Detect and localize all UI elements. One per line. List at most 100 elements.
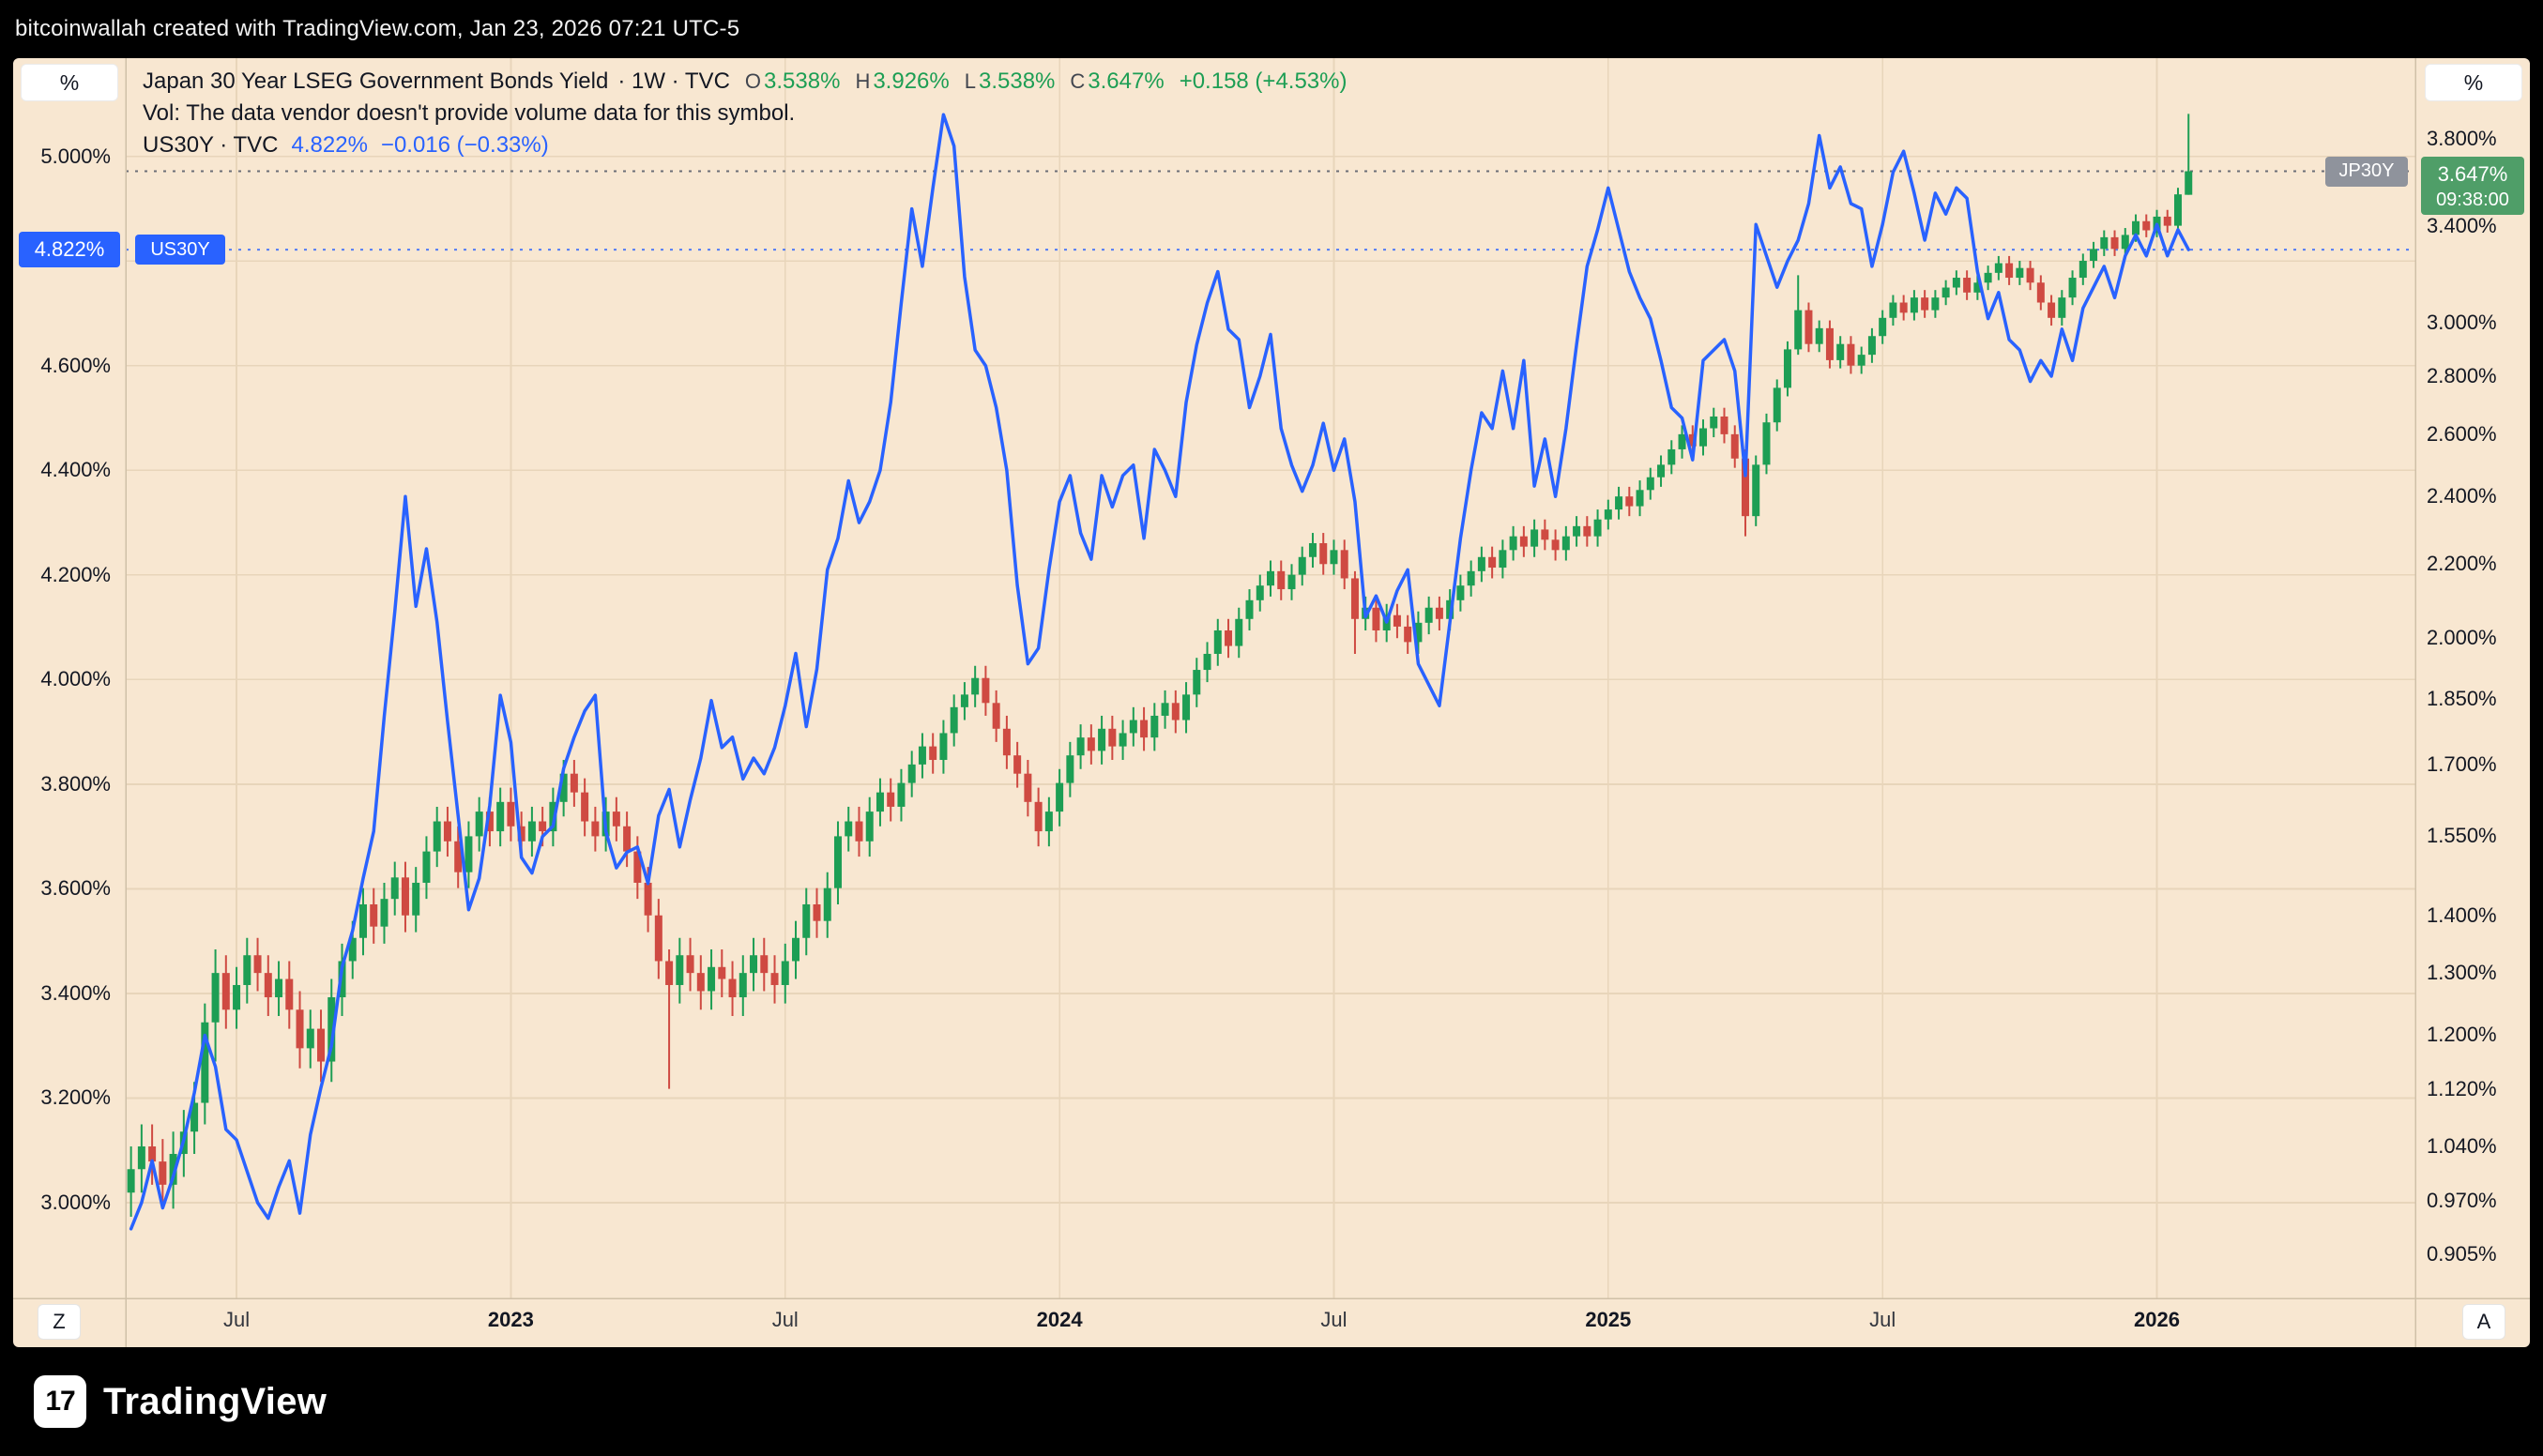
candle-body bbox=[1636, 490, 1644, 507]
candle-body bbox=[1499, 550, 1507, 569]
candle-body bbox=[370, 903, 378, 927]
candle-body bbox=[1646, 477, 1654, 491]
us30y-symbol-pill: US30Y bbox=[135, 235, 225, 265]
time-axis-tick: Jul bbox=[1320, 1308, 1348, 1331]
candle-body bbox=[792, 937, 800, 962]
overlay-value: 4.822% bbox=[291, 132, 368, 158]
candle-body bbox=[1467, 570, 1475, 586]
candle-body bbox=[1225, 629, 1233, 646]
right-axis-tick: 2.400% bbox=[2427, 484, 2497, 508]
jp30y-symbol-pill: JP30Y bbox=[2325, 156, 2408, 187]
candle-body bbox=[1193, 670, 1201, 695]
candle-body bbox=[750, 955, 758, 974]
candle-body bbox=[2036, 282, 2045, 303]
ohlc-close-label: C bbox=[1070, 69, 1086, 93]
time-axis-tick: 2024 bbox=[1036, 1308, 1083, 1331]
candle-body bbox=[243, 955, 251, 985]
tradingview-logo-icon[interactable]: 17 bbox=[34, 1375, 86, 1428]
candle-body bbox=[2068, 278, 2077, 298]
candle-body bbox=[1921, 297, 1929, 311]
chart-panel[interactable]: Japan 30 Year LSEG Government Bonds Yiel… bbox=[13, 58, 2530, 1347]
tradingview-wordmark[interactable]: TradingView bbox=[103, 1380, 327, 1422]
candle-body bbox=[570, 773, 578, 793]
candle-body bbox=[1657, 464, 1666, 478]
candle-body bbox=[1899, 302, 1908, 313]
candle-body bbox=[1182, 694, 1191, 720]
ohlc-open-label: O bbox=[744, 69, 762, 93]
bar-countdown: 09:38:00 bbox=[2436, 189, 2509, 210]
candle-body bbox=[1541, 529, 1549, 540]
ohlc-high-label: H bbox=[855, 69, 871, 93]
main-symbol-meta: · 1W · TVC bbox=[617, 68, 730, 94]
candle-body bbox=[275, 978, 283, 998]
candle-body bbox=[1076, 737, 1085, 756]
candle-body bbox=[412, 882, 420, 916]
left-scale-unit-button[interactable]: % bbox=[21, 64, 118, 101]
candle-body bbox=[1319, 542, 1328, 565]
right-axis-tick: 1.040% bbox=[2427, 1134, 2497, 1158]
right-axis-tick: 3.400% bbox=[2427, 213, 2497, 237]
volume-notice: Vol: The data vendor doesn't provide vol… bbox=[143, 100, 796, 126]
candle-body bbox=[1414, 622, 1423, 643]
candle-body bbox=[1984, 272, 1992, 283]
candle-body bbox=[676, 955, 684, 985]
candle-body bbox=[1847, 343, 1855, 366]
time-axis-tick: 2026 bbox=[2134, 1308, 2180, 1331]
right-axis-tick: 1.200% bbox=[2427, 1023, 2497, 1047]
candle-body bbox=[2110, 236, 2119, 250]
candle-body bbox=[169, 1154, 177, 1185]
candle-body bbox=[433, 821, 441, 852]
candle-body bbox=[137, 1146, 145, 1170]
candle-body bbox=[201, 1022, 209, 1103]
right-axis-tick: 2.600% bbox=[2427, 421, 2497, 446]
candle-body bbox=[1308, 542, 1317, 557]
candle-body bbox=[190, 1102, 199, 1132]
candle-body bbox=[1129, 720, 1137, 734]
time-axis-tick: Jul bbox=[1869, 1308, 1896, 1331]
right-scale-unit-button[interactable]: % bbox=[2425, 64, 2522, 101]
right-axis-tick: 1.400% bbox=[2427, 902, 2497, 927]
price-chart-canvas[interactable] bbox=[13, 58, 2530, 1347]
candle-body bbox=[907, 764, 916, 783]
candle-body bbox=[1710, 416, 1718, 429]
candle-body bbox=[2090, 249, 2098, 261]
candle-body bbox=[485, 811, 494, 832]
candle-body bbox=[992, 703, 1000, 729]
time-axis-tick: Jul bbox=[223, 1308, 251, 1331]
overlay-change: −0.016 (−0.33%) bbox=[380, 132, 549, 158]
candle-body bbox=[1066, 755, 1074, 783]
candle-body bbox=[1435, 607, 1443, 619]
candle-body bbox=[633, 851, 642, 883]
candle-body bbox=[1889, 302, 1897, 318]
ohlc-low-value: 3.538% bbox=[978, 68, 1056, 94]
timezone-button[interactable]: Z bbox=[38, 1304, 81, 1340]
candle-body bbox=[1161, 703, 1169, 716]
candle-body bbox=[1561, 536, 1570, 551]
candle-body bbox=[887, 792, 895, 807]
candle-body bbox=[1456, 585, 1465, 600]
right-axis-tick: 2.200% bbox=[2427, 552, 2497, 576]
candle-body bbox=[1973, 282, 1982, 293]
ohlc-open-value: 3.538% bbox=[764, 68, 841, 94]
auto-scale-button[interactable]: A bbox=[2462, 1304, 2505, 1340]
candle-body bbox=[1720, 416, 1728, 434]
candle-body bbox=[781, 961, 789, 985]
candle-body bbox=[464, 836, 473, 872]
candle-body bbox=[559, 773, 568, 802]
jp30y-price-badge: 3.647% 09:38:00 bbox=[2421, 156, 2524, 215]
candle-body bbox=[1171, 703, 1180, 720]
candle-body bbox=[1245, 599, 1254, 619]
legend: Japan 30 Year LSEG Government Bonds Yiel… bbox=[143, 66, 1347, 161]
tradingview-monogram: 17 bbox=[45, 1386, 75, 1417]
legend-overlay-row: US30Y · TVC 4.822% −0.016 (−0.33%) bbox=[143, 129, 1347, 161]
candle-body bbox=[876, 792, 884, 812]
ohlc-close-value: 3.647% bbox=[1088, 68, 1165, 94]
right-axis-tick: 0.970% bbox=[2427, 1188, 2497, 1212]
candle-body bbox=[1583, 525, 1591, 537]
candle-body bbox=[1836, 343, 1845, 360]
candle-body bbox=[855, 821, 863, 842]
candle-body bbox=[1287, 574, 1296, 590]
candle-body bbox=[644, 882, 652, 916]
candle-body bbox=[1087, 737, 1095, 751]
candle-body bbox=[1203, 653, 1211, 671]
